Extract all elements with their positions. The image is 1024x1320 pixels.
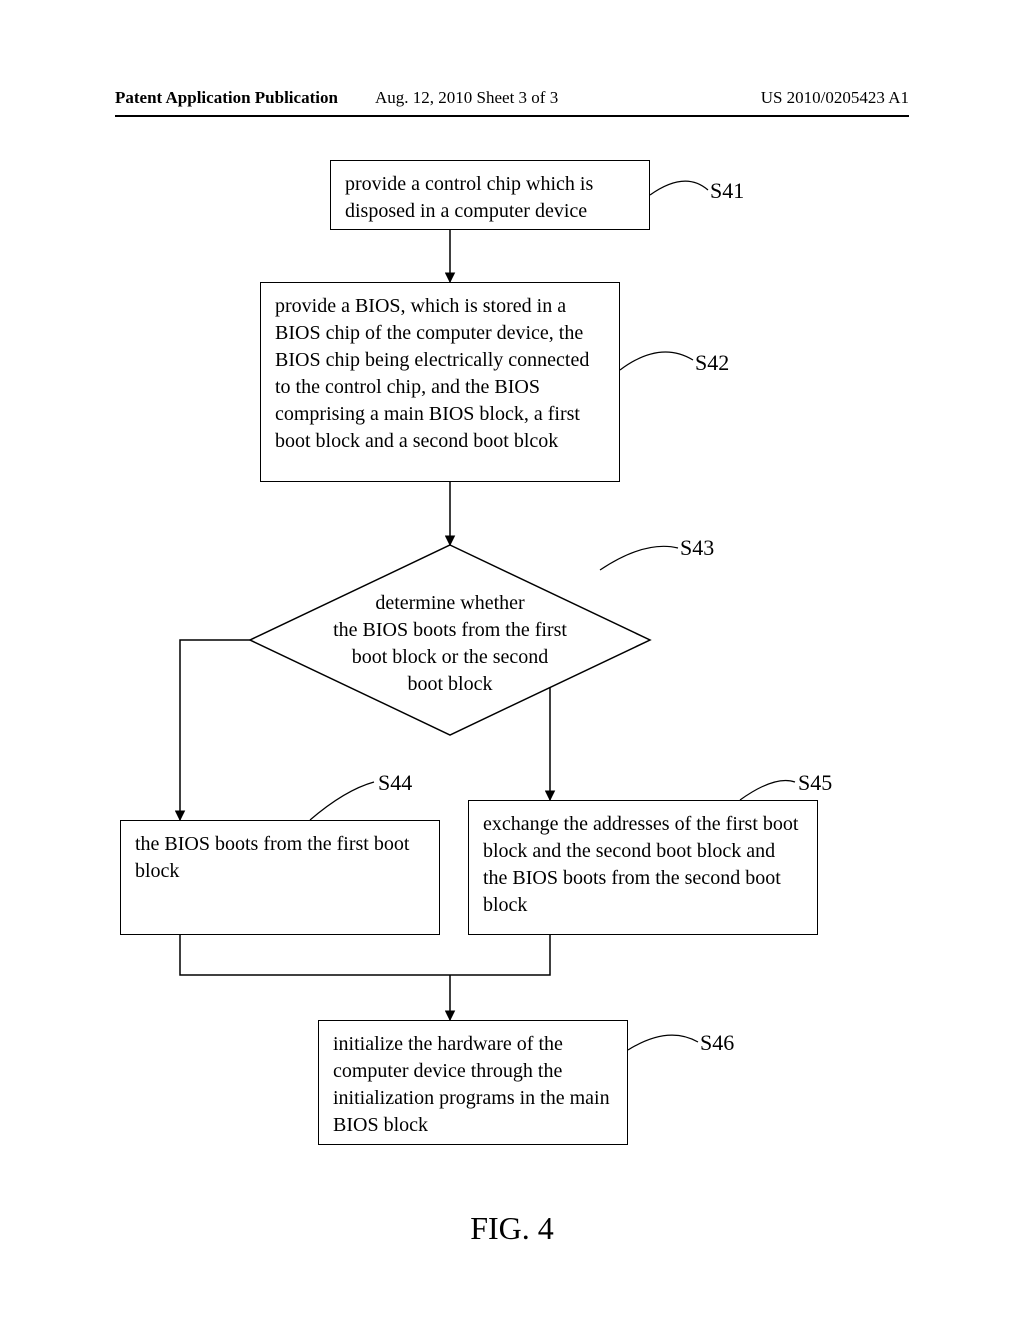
node-s41: provide a control chip which is disposed… bbox=[330, 160, 650, 230]
label-s42: S42 bbox=[695, 350, 729, 376]
node-s43-text-span: determine whether the BIOS boots from th… bbox=[333, 592, 567, 695]
node-s46-text: initialize the hardware of the computer … bbox=[333, 1033, 610, 1136]
leader-s44 bbox=[310, 782, 374, 820]
leader-s45 bbox=[740, 780, 795, 800]
label-s44: S44 bbox=[378, 770, 412, 796]
node-s42-text: provide a BIOS, which is stored in a BIO… bbox=[275, 295, 589, 452]
label-s41: S41 bbox=[710, 178, 744, 204]
leader-s41 bbox=[650, 181, 708, 195]
edge-s44-join bbox=[180, 935, 450, 975]
node-s43-text: determine whether the BIOS boots from th… bbox=[300, 590, 600, 698]
label-s43: S43 bbox=[680, 535, 714, 561]
node-s41-text: provide a control chip which is disposed… bbox=[345, 173, 593, 222]
node-s44-text: the BIOS boots from the first boot block bbox=[135, 833, 409, 882]
leader-s46 bbox=[628, 1035, 698, 1050]
node-s46: initialize the hardware of the computer … bbox=[318, 1020, 628, 1145]
label-s45: S45 bbox=[798, 770, 832, 796]
node-s44: the BIOS boots from the first boot block bbox=[120, 820, 440, 935]
node-s42: provide a BIOS, which is stored in a BIO… bbox=[260, 282, 620, 482]
leader-s42 bbox=[620, 352, 693, 370]
label-s46: S46 bbox=[700, 1030, 734, 1056]
leader-s43 bbox=[600, 546, 678, 570]
node-s45-text: exchange the addresses of the first boot… bbox=[483, 813, 798, 916]
edge-s45-join bbox=[450, 935, 550, 975]
edge-s43-s44 bbox=[180, 640, 250, 820]
node-s45: exchange the addresses of the first boot… bbox=[468, 800, 818, 935]
figure-caption: FIG. 4 bbox=[0, 1210, 1024, 1247]
